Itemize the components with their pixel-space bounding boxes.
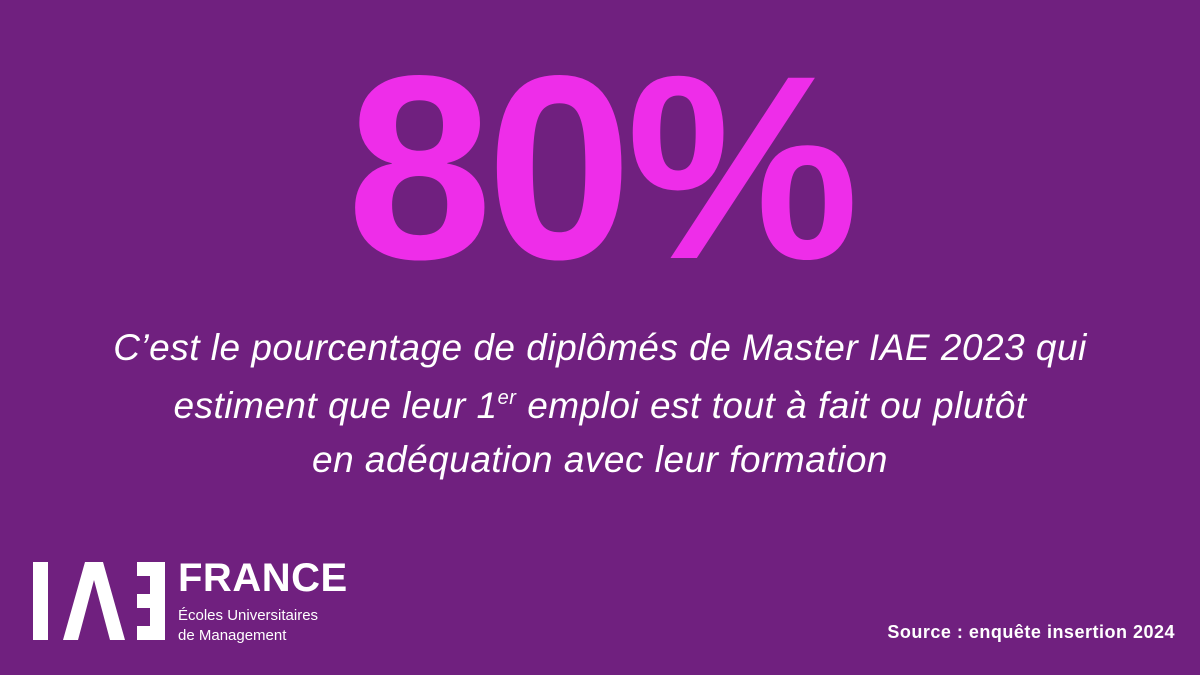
- headline: 80%: [346, 21, 859, 314]
- superscript: er: [497, 387, 517, 409]
- logo-subtitle: Écoles Universitaires: [178, 607, 319, 624]
- logo-i: [33, 562, 48, 640]
- logo-mark: [33, 562, 165, 640]
- logo-e: [137, 594, 165, 608]
- text: emploi est tout à fait ou plutôt: [516, 385, 1027, 426]
- logo-subtitle: de Management: [178, 627, 287, 644]
- logo-e: [137, 562, 165, 576]
- logo-e: [137, 626, 165, 640]
- logo-a: [63, 562, 125, 640]
- text: estiment que leur 1: [173, 385, 498, 426]
- source: Source : enquête insertion 2024: [887, 622, 1175, 642]
- logo-name: FRANCE: [178, 556, 348, 600]
- statement-line: estiment que leur 1er emploi est tout à …: [0, 384, 1200, 428]
- statement-line: C’est le pourcentage de diplômés de Mast…: [113, 327, 1087, 368]
- statement-line: en adéquation avec leur formation: [312, 439, 888, 480]
